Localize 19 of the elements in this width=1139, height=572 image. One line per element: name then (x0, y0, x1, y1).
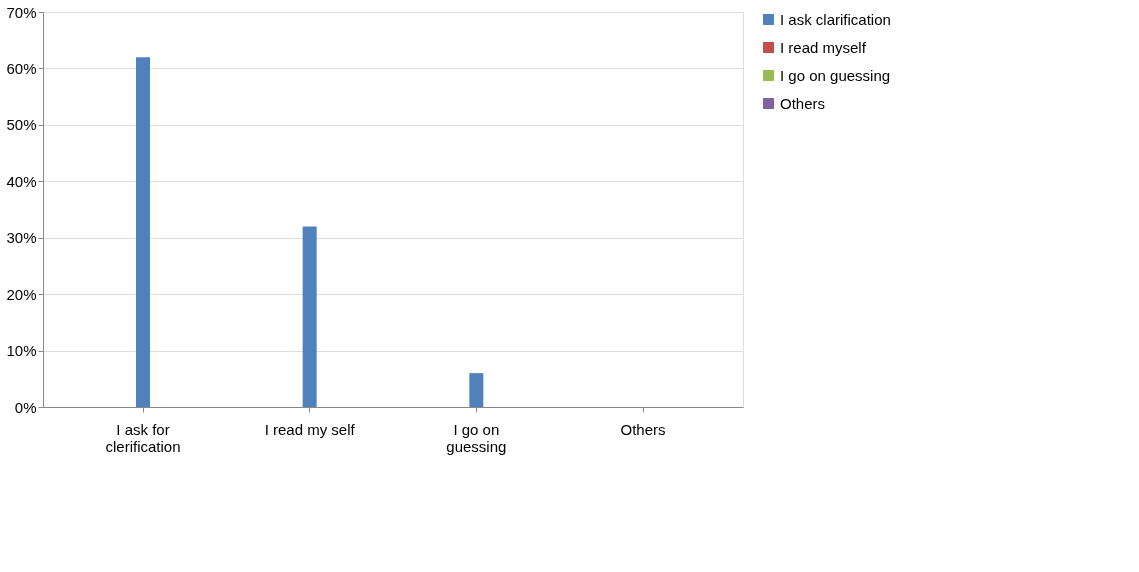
y-tick-label: 0% (14, 398, 37, 416)
x-tick-label: I go on guessing (446, 420, 507, 455)
legend-label: I read myself (780, 38, 867, 56)
x-tick-label: I ask for clerification (105, 420, 181, 455)
legend-label: I ask clarification (780, 10, 891, 28)
x-tick-label: Others (620, 420, 666, 438)
bar (469, 373, 484, 407)
y-tick-label: 30% (6, 229, 37, 247)
y-tick-label: 60% (6, 59, 37, 77)
y-tick-label: 20% (6, 285, 37, 303)
legend-label: I go on guessing (780, 66, 891, 84)
legend-label: Others (780, 94, 826, 112)
x-tick-label: I read my self (264, 420, 356, 438)
y-tick-label: 70% (6, 3, 37, 21)
y-tick-label: 10% (6, 342, 37, 360)
y-tick-label: 40% (6, 172, 37, 190)
y-tick-label: 50% (6, 116, 37, 134)
bar (136, 57, 150, 407)
bar (302, 226, 317, 407)
